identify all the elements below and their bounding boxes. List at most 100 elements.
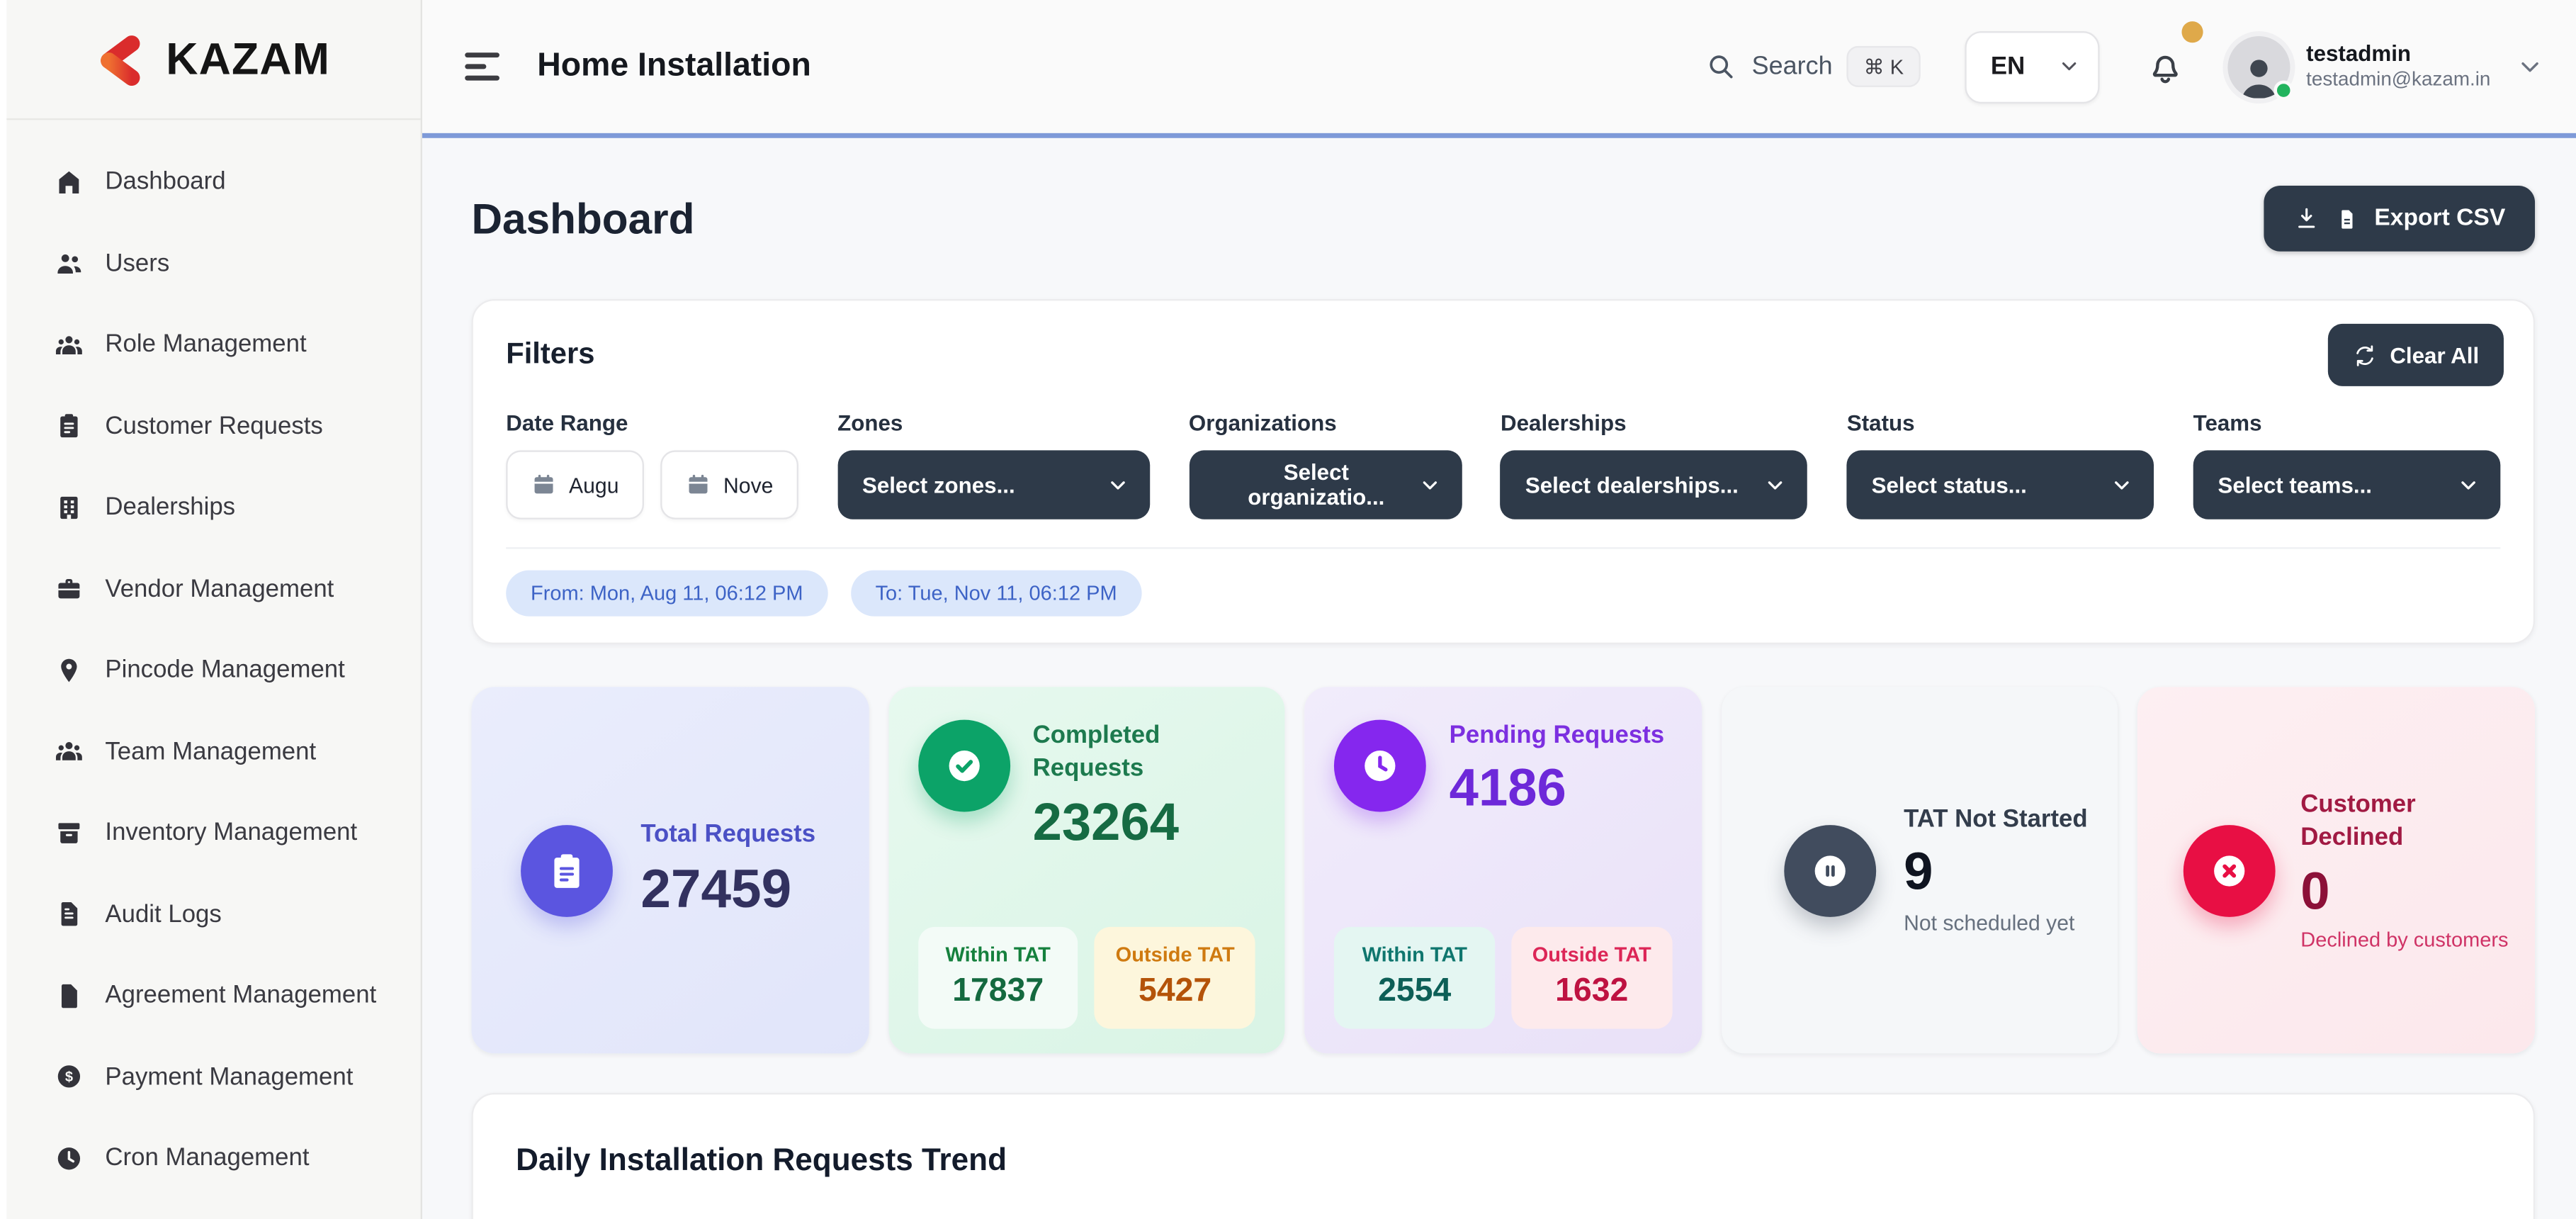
calendar-icon [689, 474, 708, 494]
sidebar-item-users[interactable]: Users [0, 223, 421, 304]
filters-divider [506, 547, 2501, 549]
dollar-circle-icon [55, 1062, 84, 1092]
stat-title: Pending Requests [1449, 721, 1665, 750]
filter-group-dealerships: Dealerships Select dealerships... [1501, 411, 1808, 519]
end-date-button[interactable]: Nove [660, 450, 798, 519]
sidebar-toggle-button[interactable] [465, 52, 499, 81]
file-icon [55, 981, 84, 1011]
user-menu[interactable]: testadmin testadmin@kazam.in [2227, 35, 2490, 100]
avatar [2227, 35, 2293, 100]
teams-select[interactable]: Select teams... [2193, 450, 2501, 519]
filter-group-status: Status Select status... [1846, 410, 2154, 519]
x-circle-icon [2184, 824, 2276, 916]
sidebar-item-dealerships[interactable]: Dealerships [0, 467, 421, 549]
sidebar-item-vendor-management[interactable]: Vendor Management [0, 548, 421, 629]
sidebar-item-inventory-management[interactable]: Inventory Management [0, 792, 421, 874]
stat-title: Customer Declined [2300, 790, 2416, 852]
stat-subtitle: Declined by customers [2300, 928, 2509, 953]
stat-value: 0 [2300, 861, 2330, 921]
end-date-value: Nove [723, 472, 774, 498]
stat-value: 23264 [1032, 791, 1179, 851]
stat-card-pending-requests: Pending Requests 4186 Within TAT 2554 Ou… [1304, 687, 1702, 1054]
search-shortcut-kbd: ⌘ K [1847, 45, 1921, 87]
map-pin-icon [55, 656, 84, 685]
sidebar-item-agreement-management[interactable]: Agreement Management [0, 955, 421, 1036]
user-info: testadmin testadmin@kazam.in [2306, 39, 2490, 94]
stat-card-tat-not-started: TAT Not Started 9 Not scheduled yet [1721, 687, 2118, 1054]
people-group-icon [55, 736, 84, 766]
clipboard-badge-icon [521, 824, 613, 916]
stat-card-completed-requests: Completed Requests 23264 Within TAT 1783… [888, 687, 1285, 1054]
outside-tat-box: Outside TAT 1632 [1511, 926, 1673, 1029]
trend-card: Daily Installation Requests Trend [471, 1093, 2536, 1219]
people-group-icon [55, 330, 84, 360]
filters-card: Filters Clear All Date Range Augu [471, 299, 2536, 644]
sidebar-item-customer-requests[interactable]: Customer Requests [0, 386, 421, 467]
sidebar-item-pincode-management[interactable]: Pincode Management [0, 629, 421, 711]
chevron-down-icon [1423, 481, 1437, 489]
sidebar-item-role-management[interactable]: Role Management [0, 304, 421, 386]
filters-title: Filters [506, 337, 595, 370]
stat-card-customer-declined: Customer Declined 0 Declined by customer… [2137, 687, 2535, 1054]
document-icon [55, 899, 84, 929]
filter-label: Dealerships [1501, 410, 1627, 436]
filter-group-zones: Zones Select zones... [837, 411, 1150, 519]
briefcase-icon [55, 574, 84, 604]
dealerships-select[interactable]: Select dealerships... [1501, 450, 1808, 519]
stat-value: 4186 [1449, 758, 1566, 818]
start-date-value: Augu [569, 472, 619, 498]
filter-label: Status [1846, 410, 1915, 436]
clear-all-button[interactable]: Clear All [2327, 323, 2504, 386]
check-circle-icon [917, 719, 1010, 812]
filter-label: Teams [2193, 410, 2262, 436]
chevron-down-icon [2115, 481, 2130, 489]
filter-group-teams: Teams Select teams... [2193, 411, 2501, 519]
users-icon [55, 249, 84, 279]
status-select[interactable]: Select status... [1846, 450, 2154, 519]
page-head: Dashboard Export CSV [472, 186, 2536, 252]
notification-dot [2181, 20, 2203, 43]
brand-logo[interactable]: KAZAM [0, 0, 421, 120]
kazam-logo-icon [101, 35, 140, 86]
sidebar-item-dashboard[interactable]: Dashboard [0, 141, 421, 223]
filter-label: Organizations [1188, 410, 1337, 436]
app-title: Home Installation [537, 47, 811, 84]
online-status-dot [2273, 79, 2293, 100]
start-date-button[interactable]: Augu [506, 450, 644, 519]
export-csv-button[interactable]: Export CSV [2264, 186, 2536, 252]
sidebar-item-payment-management[interactable]: Payment Management [0, 1036, 421, 1118]
user-email: testadmin@kazam.in [2306, 68, 2491, 91]
download-icon [2298, 208, 2315, 228]
bell-icon [2152, 55, 2178, 83]
chevron-down-icon [2461, 481, 2475, 489]
stat-title: TAT Not Started [1904, 805, 2088, 833]
sidebar-item-cron-management[interactable]: Cron Management [0, 1118, 421, 1199]
stat-value: 9 [1904, 841, 1933, 901]
stat-value: 27459 [640, 858, 792, 919]
sidebar-item-audit-logs[interactable]: Audit Logs [0, 873, 421, 955]
organizations-select[interactable]: Select organizatio... [1188, 450, 1462, 519]
sidebar-item-team-management[interactable]: Team Management [0, 711, 421, 792]
outside-tat-box: Outside TAT 5427 [1095, 926, 1256, 1029]
stat-title: Total Requests [640, 820, 816, 848]
search-icon [1710, 55, 1734, 79]
language-select[interactable]: EN [1964, 30, 2099, 103]
zones-select[interactable]: Select zones... [837, 450, 1150, 519]
filter-group-date-range: Date Range Augu Nove [506, 411, 798, 519]
to-date-chip: To: Tue, Nov 11, 06:12 PM [850, 570, 1142, 617]
stat-card-total-requests: Total Requests 27459 [471, 687, 869, 1054]
search-button[interactable]: Search ⌘ K [1706, 45, 1921, 87]
chevron-down-icon[interactable] [2517, 53, 2543, 79]
chevron-down-icon [2062, 62, 2076, 71]
main-content: Dashboard Export CSV Filters Clear All D… [422, 143, 2576, 1219]
notifications-button[interactable] [2145, 20, 2203, 86]
stat-cards-row: Total Requests 27459 Completed Requests … [471, 687, 2536, 1054]
search-label: Search [1751, 52, 1833, 80]
header-actions: Search ⌘ K EN testadmin [1706, 20, 2543, 103]
stat-subtitle: Not scheduled yet [1904, 910, 2075, 936]
archive-box-icon [55, 818, 84, 848]
filter-group-organizations: Organizations Select organizatio... [1188, 410, 1462, 519]
clock-icon [55, 1143, 84, 1173]
calendar-icon [535, 474, 554, 494]
